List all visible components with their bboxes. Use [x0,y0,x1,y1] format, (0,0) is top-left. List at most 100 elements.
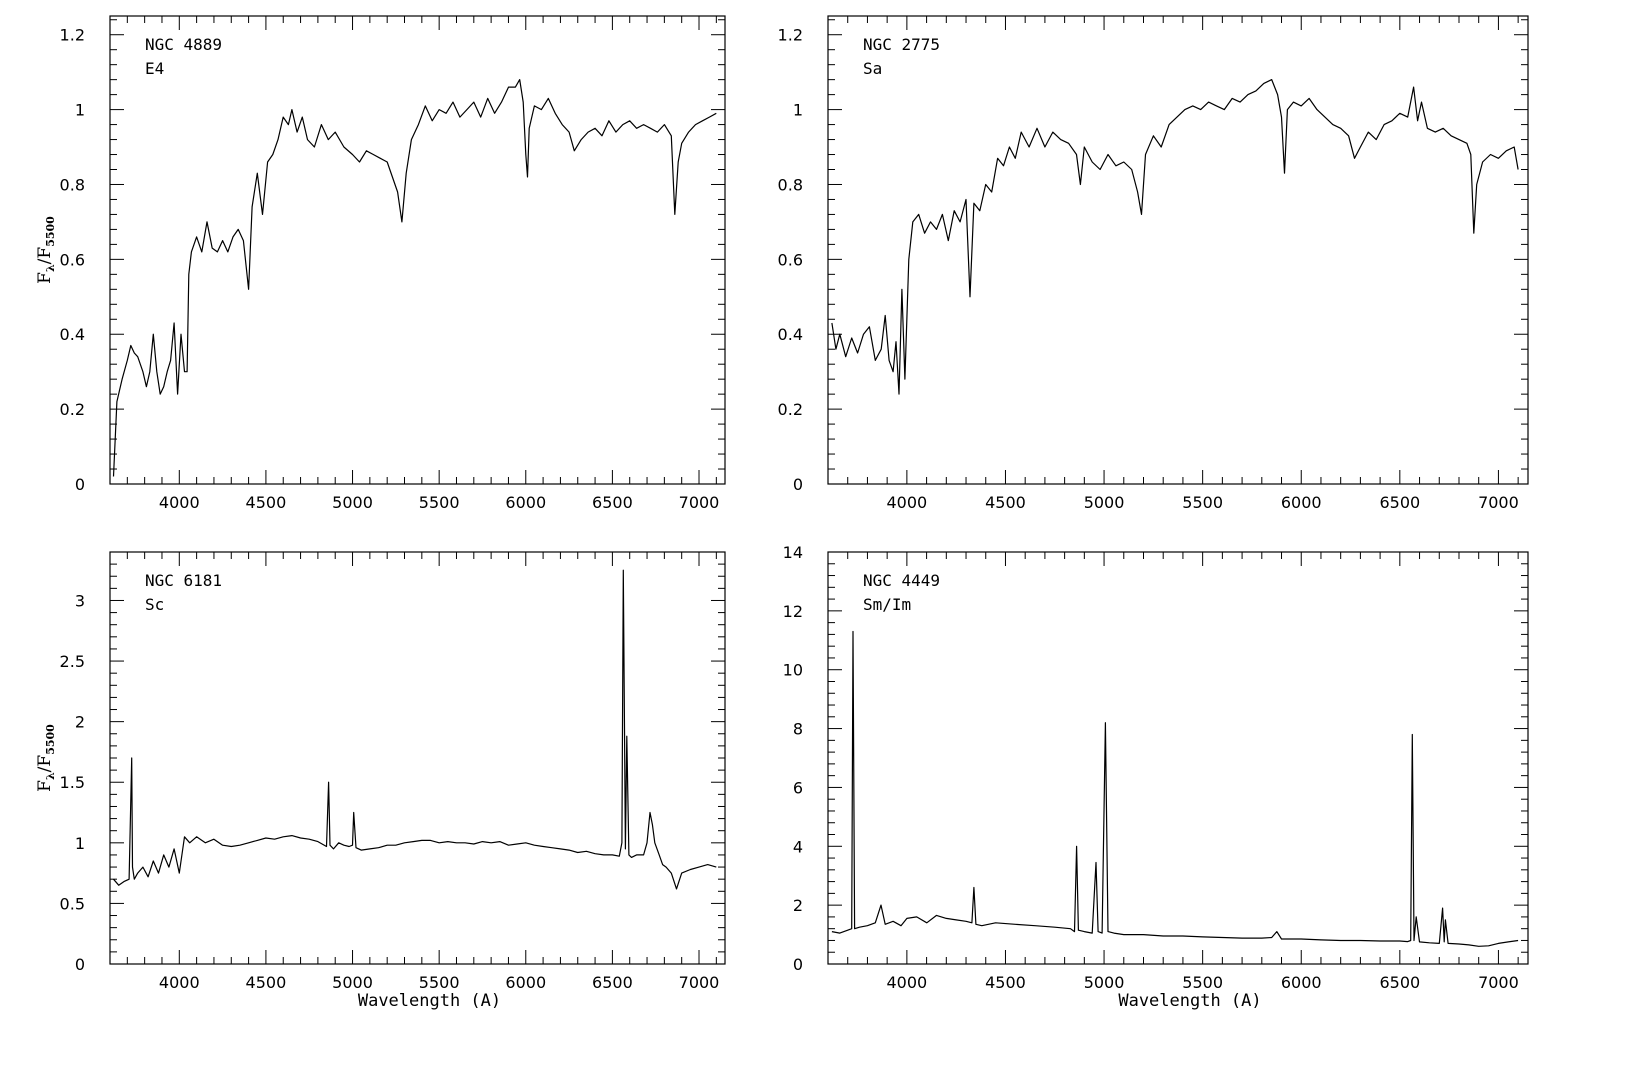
y-tick-labels: 0 0.2 0.4 0.6 0.8 1 1.2 [778,26,803,494]
x-tick-label: 4500 [246,493,287,512]
y-tick-label: 2 [75,713,85,732]
y-tick-label: 0.2 [778,400,803,419]
x-tick-label: 5000 [332,493,373,512]
x-tick-label: 4000 [887,973,928,992]
galaxy-name-label: NGC 4449 [863,571,940,590]
x-tick-label: 6000 [1281,973,1322,992]
spectrum-line [831,630,1519,947]
x-tick-label: 5500 [419,493,460,512]
y-tick-label: 6 [793,778,803,797]
galaxy-name-label: NGC 4889 [145,35,222,54]
morphology-label: Sa [863,59,882,78]
y-tick-label: 10 [783,661,803,680]
y-tick-label: 0 [793,475,803,494]
x-axis-label: Wavelength (A) [358,991,501,1011]
y-tick-label: 0.8 [778,175,803,194]
axis-ticks [827,551,1528,965]
x-tick-label: 4500 [985,493,1026,512]
panel-ngc-4889: 4000 4500 5000 5500 6000 6500 7000 00.20.40.60… [35,15,726,512]
x-tick-label: 7000 [1478,493,1519,512]
y-axis-label-f: F [35,780,55,792]
y-tick-label: 0 [793,955,803,974]
spectrum-series [831,630,1519,947]
x-tick-label: 7000 [679,973,720,992]
y-tick-label: 14 [783,543,803,562]
y-tick-labels: 0 0.5 1 1.5 2 2.5 3 [60,591,85,974]
spectrum-line [113,569,717,890]
y-tick-label: 0.2 [60,400,85,419]
x-axis-label: Wavelength (A) [1118,991,1261,1011]
y-axis-label-slash-f: /F [35,247,55,265]
y-tick-label: 0 [75,475,85,494]
y-tick-label: 2 [793,896,803,915]
y-tick-labels: 0 0.2 0.4 0.6 0.8 1 1.2 [60,26,85,494]
y-tick-label: 12 [783,602,803,621]
x-tick-label: 5500 [419,973,460,992]
y-tick-label: 1 [75,834,85,853]
x-tick-label: 6500 [592,973,633,992]
x-tick-label: 5500 [1182,973,1223,992]
y-tick-label: 1 [793,101,803,120]
x-tick-labels: 4000 4500 5000 5500 6000 6500 7000 [159,973,719,992]
y-tick-label: 1.5 [60,773,85,792]
x-tick-label: 4000 [159,973,200,992]
morphology-label: Sc [145,595,164,614]
y-tick-label: 1 [75,101,85,120]
y-axis-label-lambda: λ [44,264,57,272]
plot-frame [827,551,1529,965]
y-tick-label: 0.4 [778,325,803,344]
y-tick-label: 8 [793,720,803,739]
x-tick-label: 5500 [1182,493,1223,512]
y-tick-label: 4 [793,837,803,856]
y-tick-label: 0.6 [60,250,85,269]
plot-frame [827,15,1529,485]
panel-ngc-2775: 4000 4500 5000 5500 6000 6500 7000 00.20.40.60… [778,15,1529,512]
spectrum-line [112,78,717,477]
x-tick-label: 7000 [679,493,720,512]
y-tick-label: 3 [75,591,85,610]
y-tick-labels: 0 2 4 6 8 10 12 14 [783,543,803,974]
panel-ngc-4449: 4000 4500 5000 5500 6000 6500 7000 0 2 4 6 8 10 12 14… [783,543,1529,1011]
y-axis-label-5500: 5500 [44,724,57,755]
axis-ticks [827,16,1528,485]
y-tick-label: 1.2 [778,26,803,45]
x-tick-label: 4000 [887,493,928,512]
x-tick-labels: 4000 4500 5000 5500 6000 6500 7000 [887,973,1519,992]
axis-ticks [109,551,725,965]
x-tick-label: 5000 [332,973,373,992]
x-tick-label: 6500 [1379,493,1420,512]
y-tick-label: 0.8 [60,175,85,194]
x-tick-label: 4500 [985,973,1026,992]
morphology-label: E4 [145,59,164,78]
galaxy-name-label: NGC 2775 [863,35,940,54]
x-tick-label: 5000 [1084,973,1125,992]
y-axis-label-5500: 5500 [44,216,57,247]
x-tick-labels: 4000 4500 5000 5500 6000 6500 7000 [159,493,719,512]
y-tick-label: 0.5 [60,894,85,913]
spectrum-series [112,78,717,477]
y-tick-label: 0.6 [778,250,803,269]
spectrum-series [831,78,1519,395]
x-tick-label: 4500 [246,973,287,992]
y-axis-label-lambda: λ [44,772,57,780]
y-tick-label: 2.5 [60,652,85,671]
plot-frame [109,15,726,485]
x-tick-label: 6000 [505,973,546,992]
y-axis-label-slash-f: /F [35,755,55,773]
y-axis-label-f: F [35,272,55,284]
morphology-label: Sm/Im [863,595,911,614]
x-tick-label: 5000 [1084,493,1125,512]
y-tick-label: 1.2 [60,26,85,45]
y-tick-label: 0.4 [60,325,85,344]
spectrum-series [113,569,717,890]
galaxy-name-label: NGC 6181 [145,571,222,590]
x-tick-label: 4000 [159,493,200,512]
x-tick-label: 6500 [1379,973,1420,992]
panel-ngc-6181: 4000 4500 5000 5500 6000 6500 7000 0 0.5 1 1.5 2 2.… [35,551,726,1011]
spectrum-line [831,78,1519,395]
y-axis-label: Fλ/F5500 [35,724,57,792]
x-tick-label: 6000 [1281,493,1322,512]
plot-frame [109,551,726,965]
y-tick-label: 0 [75,955,85,974]
